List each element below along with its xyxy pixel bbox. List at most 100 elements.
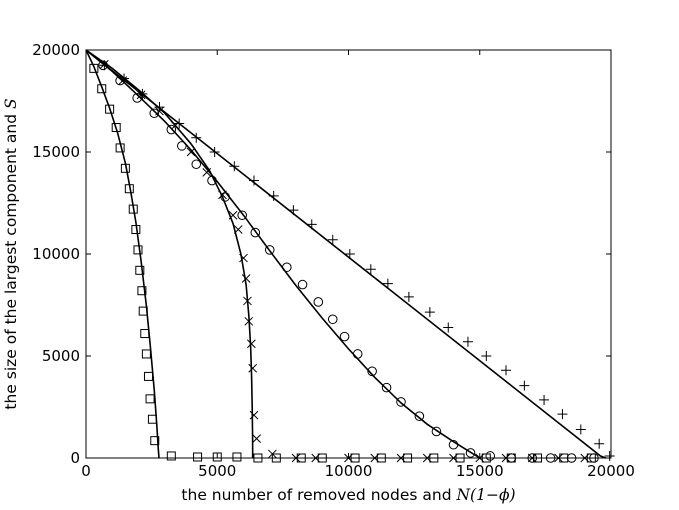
data-point-plus: [501, 365, 511, 376]
data-point-circle: [237, 210, 247, 221]
x-tick-label: 20000: [587, 462, 635, 480]
theory-curve-circle: [85, 49, 481, 459]
y-tick-label: 0: [70, 449, 80, 467]
data-point-circle: [149, 108, 160, 119]
data-point-square: [97, 84, 107, 94]
data-point-square: [150, 436, 160, 446]
data-point-circle: [327, 314, 338, 325]
data-point-square: [120, 163, 130, 173]
data-point-circle: [207, 175, 217, 186]
y-axis-label-text: the size of the largest component and: [2, 109, 20, 410]
data-point-plus: [209, 147, 220, 157]
y-tick-label: 20000: [32, 41, 80, 59]
data-point-circle: [297, 279, 308, 290]
data-point-plus: [99, 60, 110, 71]
data-point-square: [115, 143, 125, 153]
theory-curve-square: [85, 49, 160, 459]
x-tick-label: 15000: [456, 462, 504, 480]
data-point-x: [228, 210, 238, 220]
data-point-circle: [396, 397, 406, 407]
data-point-x: [247, 339, 256, 349]
data-point-x: [186, 147, 196, 157]
data-point-square: [111, 123, 121, 133]
data-point-circle: [414, 411, 425, 421]
y-axis-label-math: S: [2, 98, 20, 109]
data-point-plus: [382, 278, 393, 289]
data-point-square: [140, 329, 150, 339]
data-point-square: [137, 286, 147, 296]
data-point-square: [147, 414, 157, 424]
data-point-x: [252, 434, 261, 443]
data-point-plus: [539, 394, 550, 405]
data-point-plus: [604, 450, 615, 461]
data-point-circle: [352, 349, 363, 359]
data-point-circle: [431, 426, 442, 437]
data-point-x: [233, 225, 243, 234]
data-point-square: [141, 349, 151, 359]
y-tick-label: 15000: [32, 143, 80, 161]
data-point-x: [239, 253, 248, 263]
x-axis-label-math: N(1−ϕ): [455, 486, 515, 504]
data-point-x: [244, 316, 254, 326]
data-point-x: [241, 274, 251, 283]
data-point-plus: [594, 438, 605, 449]
data-point-circle: [485, 451, 496, 461]
data-point-square: [89, 63, 99, 73]
data-point-x: [248, 363, 258, 373]
data-point-plus: [519, 380, 530, 391]
x-axis-label-text: the number of removed nodes and: [181, 486, 456, 504]
data-point-square: [124, 184, 134, 194]
data-point-circle: [282, 262, 292, 273]
data-point-square: [166, 451, 176, 461]
data-point-square: [138, 306, 148, 316]
data-point-plus: [229, 161, 240, 172]
data-point-plus: [462, 336, 473, 347]
data-point-x: [268, 449, 277, 459]
data-point-plus: [288, 205, 299, 216]
data-point-plus: [403, 291, 414, 302]
ticks-layer: 0 5000 10000 15000 20000 0 5000 10000 15000 20000: [32, 41, 635, 480]
series-x: [85, 49, 590, 463]
data-point-plus: [481, 351, 492, 361]
data-point-circle: [367, 366, 377, 377]
data-point-x: [243, 296, 252, 306]
data-point-plus: [137, 88, 148, 99]
data-point-square: [143, 371, 153, 381]
x-tick-label: 5000: [198, 462, 236, 480]
data-point-square: [145, 394, 155, 404]
data-point-square: [131, 225, 141, 235]
data-point-circle: [339, 331, 350, 342]
data-point-plus: [154, 102, 165, 113]
data-point-square: [128, 204, 138, 214]
data-point-plus: [424, 307, 435, 318]
data-point-circle: [191, 159, 202, 170]
data-point-circle: [381, 382, 392, 393]
data-point-circle: [166, 124, 177, 135]
data-point-plus: [119, 73, 130, 84]
data-point-plus: [327, 234, 338, 245]
data-point-circle: [448, 439, 459, 450]
data-point-plus: [365, 264, 376, 275]
x-axis-label: the number of removed nodes and N(1−ϕ): [181, 486, 515, 504]
data-point-plus: [575, 424, 586, 435]
data-point-square: [212, 452, 222, 462]
y-tick-label: 10000: [32, 245, 80, 263]
y-tick-label: 5000: [42, 347, 80, 365]
data-point-circle: [250, 227, 261, 238]
data-point-x: [202, 168, 212, 177]
x-tick-label: 10000: [325, 462, 373, 480]
data-point-square: [105, 104, 115, 114]
data-point-circle: [264, 245, 275, 255]
data-point-circle: [313, 297, 324, 307]
series-plus: [85, 49, 615, 461]
data-point-circle: [465, 448, 476, 458]
x-tick-label: 0: [81, 462, 91, 480]
data-point-plus: [344, 249, 355, 259]
data-point-plus: [191, 132, 202, 143]
data-point-plus: [174, 118, 185, 129]
data-point-plus: [557, 409, 568, 420]
data-point-square: [232, 452, 242, 462]
series-layer: [85, 49, 615, 463]
data-point-circle: [177, 141, 187, 151]
